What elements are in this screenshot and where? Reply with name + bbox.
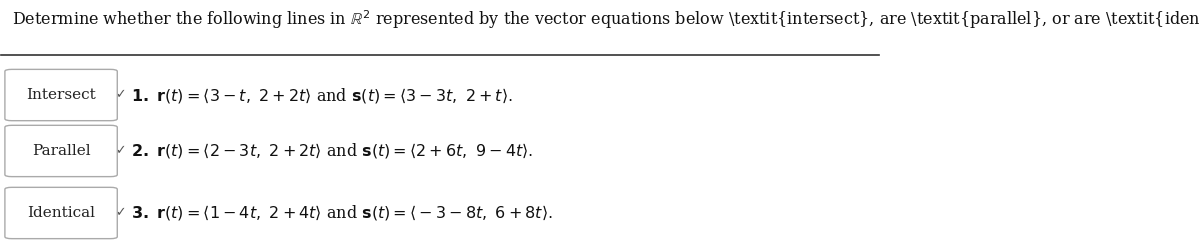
Text: Intersect: Intersect <box>26 88 96 102</box>
Text: Parallel: Parallel <box>31 144 90 158</box>
Text: $\mathbf{2.}\ \mathbf{r}(t) = \langle 2 - 3t,\ 2 + 2t\rangle$ and $\mathbf{s}(t): $\mathbf{2.}\ \mathbf{r}(t) = \langle 2 … <box>131 141 534 160</box>
FancyBboxPatch shape <box>5 69 118 121</box>
Text: ✓: ✓ <box>115 89 125 102</box>
FancyBboxPatch shape <box>5 125 118 177</box>
Text: ✓: ✓ <box>115 144 125 157</box>
Text: Identical: Identical <box>28 206 95 220</box>
Text: ✓: ✓ <box>115 206 125 219</box>
Text: $\mathbf{3.}\ \mathbf{r}(t) = \langle 1 - 4t,\ 2 + 4t\rangle$ and $\mathbf{s}(t): $\mathbf{3.}\ \mathbf{r}(t) = \langle 1 … <box>131 203 553 222</box>
FancyBboxPatch shape <box>5 187 118 239</box>
Text: $\mathbf{1.}\ \mathbf{r}(t) = \langle 3 - t,\ 2 + 2t\rangle$ and $\mathbf{s}(t) : $\mathbf{1.}\ \mathbf{r}(t) = \langle 3 … <box>131 86 514 105</box>
Text: Determine whether the following lines in $\mathbb{R}^2$ represented by the vecto: Determine whether the following lines in… <box>12 9 1200 31</box>
